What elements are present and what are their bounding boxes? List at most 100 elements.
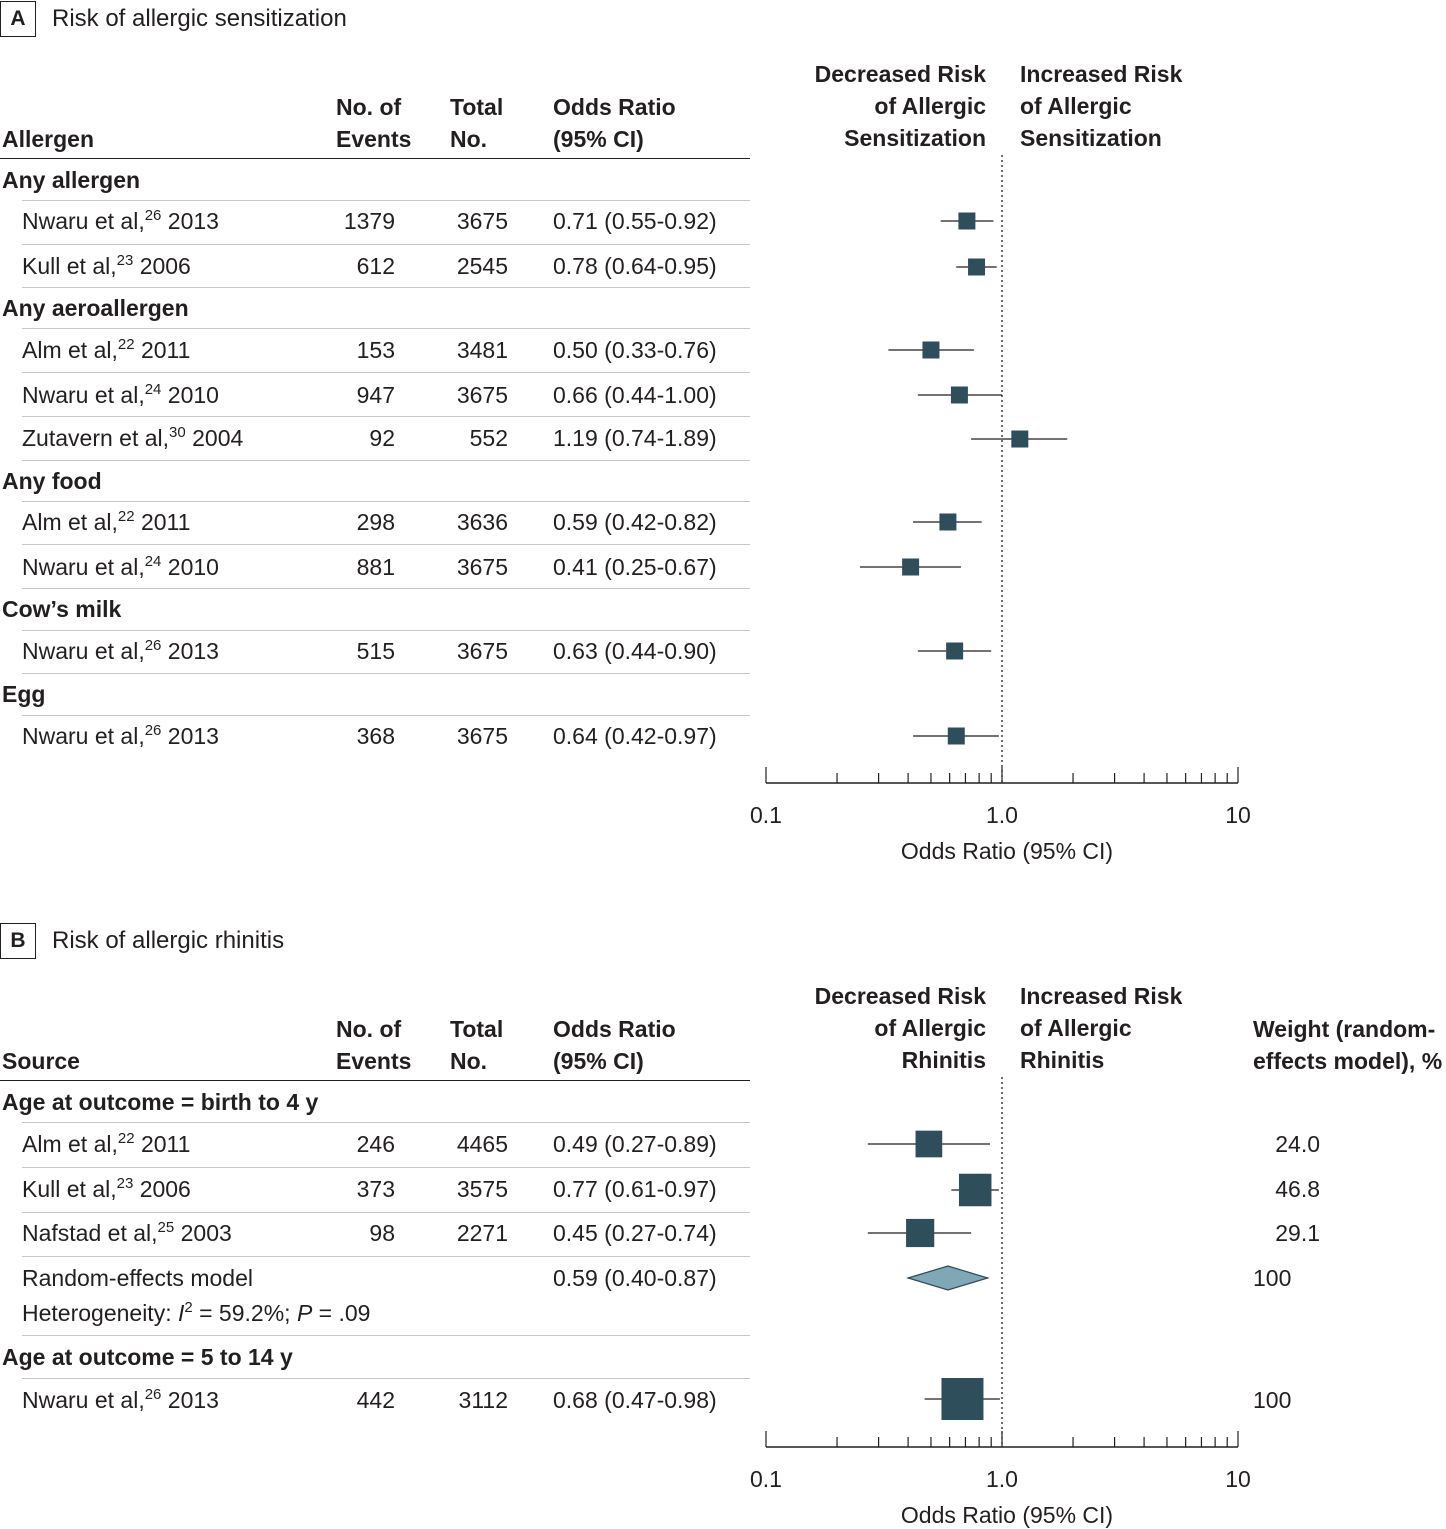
panel-b: B Risk of allergic rhinitis Source No. o… [0,922,1446,1529]
weight-cell: 100 [1253,1387,1292,1413]
header-rule [0,1080,750,1081]
column-header-odds-ratio: Odds Ratio (95% CI) [553,94,676,152]
point-estimate-square [1011,430,1029,448]
row-separator [22,416,750,417]
events-cell: 1379 [343,208,395,234]
column-header-source: Source [2,1048,80,1074]
panel-title: Risk of allergic rhinitis [52,927,285,954]
group-label: Egg [2,681,46,707]
events-cell: 298 [356,509,395,535]
events-cell: 368 [356,723,395,749]
row-separator [22,1256,750,1257]
panel-letter: A [0,1,36,37]
group-label: Any food [2,468,102,494]
point-estimate-square [958,1173,992,1207]
point-estimate-square [950,386,968,404]
events-cell: 373 [356,1176,395,1202]
total-cell: 3675 [456,208,508,234]
total-cell: 552 [469,425,508,451]
row-separator [22,1122,750,1123]
study-label: Alm et al,22 2011 [22,508,191,535]
group-label: Any aeroallergen [2,295,189,321]
pooled-odds-ratio-cell: 0.59 (0.40-0.87) [553,1265,717,1291]
row-separator [22,1167,750,1168]
study-label: Nwaru et al,26 2013 [22,637,219,664]
point-estimate-square [958,212,976,230]
odds-ratio-cell: 0.41 (0.25-0.67) [553,554,717,580]
row-separator [22,501,750,502]
row-separator [22,328,750,329]
tick-label: 10 [1225,802,1251,828]
point-estimate-square [968,258,986,276]
panel-a: A Risk of allergic sensitization Allerge… [0,1,1251,864]
total-cell: 3112 [458,1387,508,1413]
odds-ratio-cell: 0.68 (0.47-0.98) [553,1387,717,1413]
tick-label: 0.1 [750,1466,782,1492]
point-estimate-square [902,558,920,576]
forest-plot-b: 0.1 1.0 10 Odds Ratio (95% CI) [750,1077,1251,1528]
study-label: Alm et al,22 2011 [22,1130,191,1157]
odds-ratio-cell: 1.19 (0.74-1.89) [553,425,717,451]
events-cell: 442 [356,1387,395,1413]
total-cell: 2271 [456,1220,508,1246]
events-cell: 881 [356,554,395,580]
odds-ratio-cell: 0.66 (0.44-1.00) [553,382,717,408]
group-label: Age at outcome = 5 to 14 y [2,1344,293,1370]
odds-ratio-cell: 0.77 (0.61-0.97) [553,1176,717,1202]
favors-increased-label: Increased Risk of Allergic Sensitization [1020,61,1183,151]
tick-label: 10 [1225,1466,1251,1492]
forest-plot-a: 0.1 1.0 10 Odds Ratio (95% CI) [750,155,1251,864]
total-cell: 3675 [456,554,508,580]
row-separator [22,630,750,631]
row-separator [22,200,750,201]
pooled-weight-cell: 100 [1253,1265,1292,1291]
events-cell: 246 [356,1131,395,1157]
study-label: Kull et al,23 2006 [22,1175,191,1202]
pooled-diamond [906,1265,990,1291]
study-label: Nwaru et al,26 2013 [22,207,219,234]
study-label: Alm et al,22 2011 [22,336,191,363]
row-separator [22,1378,750,1379]
row-separator [22,588,750,589]
point-estimate-square [941,1378,984,1420]
study-label: Nafstad et al,25 2003 [22,1219,232,1246]
odds-ratio-cell: 0.49 (0.27-0.89) [553,1131,717,1157]
panel-title: Risk of allergic sensitization [52,5,347,32]
row-separator [22,715,750,716]
row-separator [22,673,750,674]
point-estimate-square [906,1218,935,1248]
point-estimate-square [947,727,965,745]
odds-ratio-cell: 0.45 (0.27-0.74) [553,1220,717,1246]
weight-cell: 29.1 [1275,1220,1320,1246]
events-cell: 92 [369,425,395,451]
point-estimate-square [939,513,957,531]
row-separator [22,372,750,373]
row-separator [22,1212,750,1213]
favors-decreased-label: Decreased Risk of Allergic Sensitization [814,61,986,151]
events-cell: 153 [356,337,395,363]
favors-decreased-label: Decreased Risk of Allergic Rhinitis [814,983,986,1073]
odds-ratio-cell: 0.71 (0.55-0.92) [553,208,717,234]
total-cell: 3675 [456,723,508,749]
odds-ratio-cell: 0.50 (0.33-0.76) [553,337,717,363]
total-cell: 3481 [456,337,508,363]
column-header-total: Total No. [450,94,504,152]
odds-ratio-cell: 0.78 (0.64-0.95) [553,253,717,279]
tick-label: 1.0 [986,802,1018,828]
tick-label: 0.1 [750,802,782,828]
x-axis-label: Odds Ratio (95% CI) [901,1502,1113,1528]
study-label: Nwaru et al,26 2013 [22,1386,219,1413]
total-cell: 2545 [456,253,508,279]
study-label: Zutavern et al,30 2004 [22,424,244,451]
study-label: Nwaru et al,26 2013 [22,722,219,749]
odds-ratio-cell: 0.64 (0.42-0.97) [553,723,717,749]
point-estimate-square [915,1130,943,1158]
total-cell: 3675 [456,638,508,664]
events-cell: 515 [356,638,395,664]
total-cell: 3675 [456,382,508,408]
group-label: Cow’s milk [2,596,122,622]
pooled-label: Random-effects model [22,1265,253,1291]
row-separator [22,1335,750,1336]
row-separator [22,460,750,461]
events-cell: 612 [356,253,395,279]
